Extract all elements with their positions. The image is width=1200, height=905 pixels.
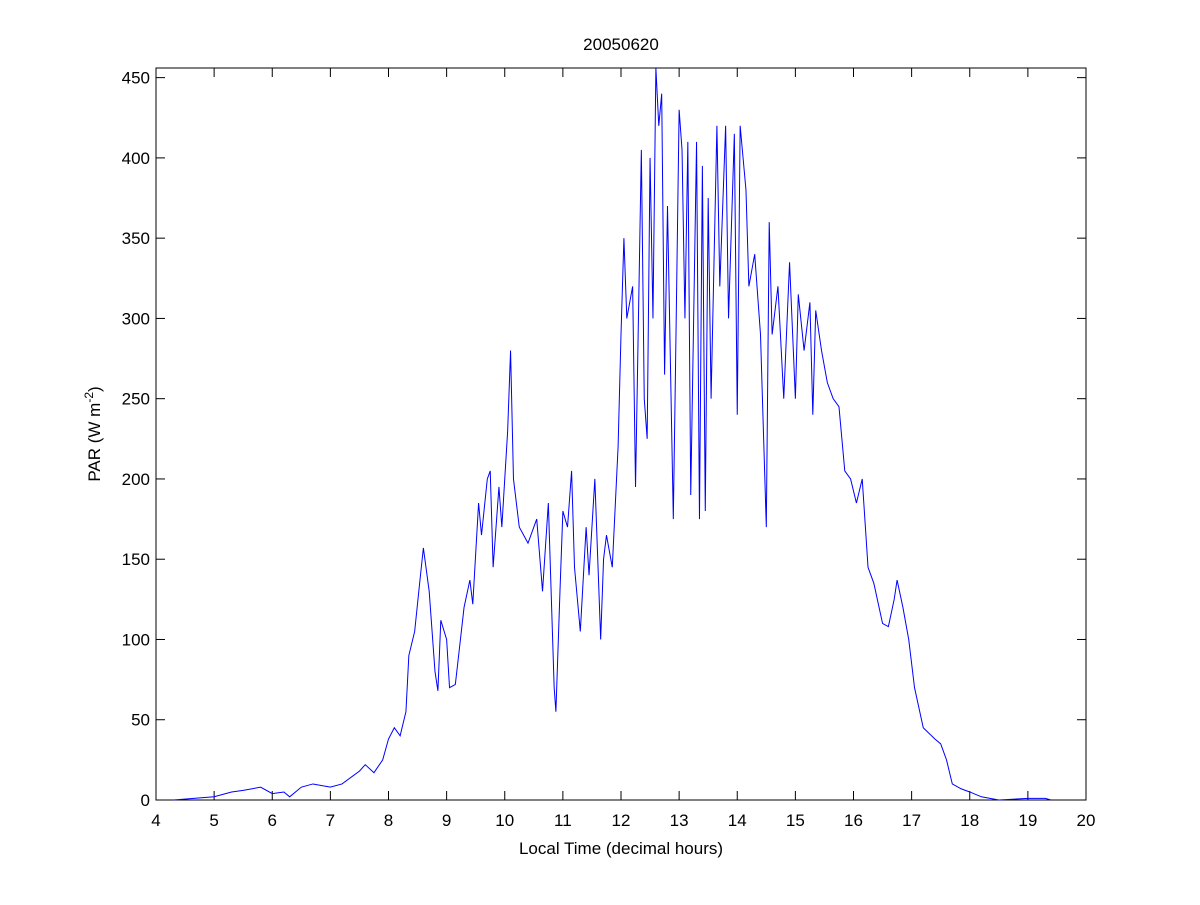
x-tick-label: 19: [1018, 811, 1037, 830]
x-tick-label: 13: [670, 811, 689, 830]
y-tick-label: 300: [122, 309, 150, 328]
x-tick-label: 11: [554, 811, 572, 830]
y-label-sup: -2: [82, 392, 96, 403]
x-tick-label: 8: [384, 811, 393, 830]
x-tick-label: 16: [844, 811, 863, 830]
x-axis-label: Local Time (decimal hours): [519, 839, 723, 858]
x-tick-label: 10: [495, 811, 514, 830]
y-tick-label: 400: [122, 149, 150, 168]
y-label-end: ): [85, 386, 104, 392]
y-tick-label: 250: [122, 390, 150, 409]
x-tick-label: 20: [1077, 811, 1096, 830]
x-tick-label: 6: [268, 811, 277, 830]
y-label-text: PAR (W m: [85, 403, 104, 482]
chart-title: 20050620: [583, 35, 659, 54]
x-tick-label: 15: [786, 811, 805, 830]
x-tick-label: 17: [902, 811, 921, 830]
data-line: [173, 67, 1052, 801]
x-tick-label: 18: [960, 811, 979, 830]
x-tick-label: 7: [326, 811, 335, 830]
y-tick-label: 350: [122, 229, 150, 248]
y-tick-label: 0: [141, 791, 150, 810]
y-tick-label: 450: [122, 69, 150, 88]
y-tick-label: 100: [122, 630, 150, 649]
y-axis-label: PAR (W m-2): [82, 386, 104, 481]
x-tick-label: 9: [442, 811, 451, 830]
x-tick-label: 14: [728, 811, 747, 830]
x-tick-label: 12: [612, 811, 631, 830]
y-tick-label: 50: [131, 711, 150, 730]
x-tick-label: 4: [151, 811, 160, 830]
y-tick-label: 150: [122, 550, 150, 569]
x-tick-label: 5: [209, 811, 218, 830]
y-tick-label: 200: [122, 470, 150, 489]
